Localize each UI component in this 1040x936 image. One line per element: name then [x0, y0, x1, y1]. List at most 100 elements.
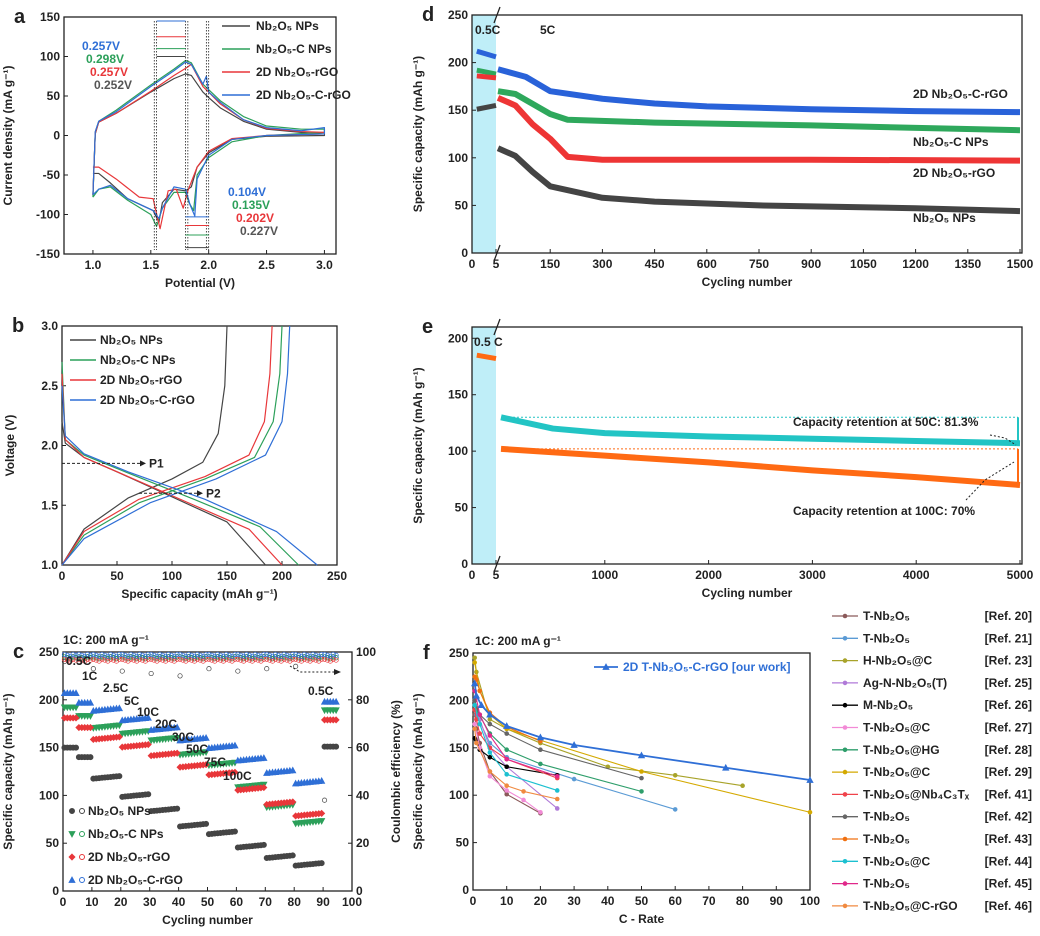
literature-data-point — [504, 788, 510, 793]
legend-reference: [Ref. 21] — [985, 631, 1032, 645]
literature-data-point — [639, 775, 644, 781]
coulombic-efficiency-point — [261, 656, 267, 662]
coulombic-efficiency-point — [223, 654, 229, 660]
legend-marker — [842, 636, 848, 641]
capacity-point — [115, 733, 123, 741]
rate-label: 5C — [124, 694, 140, 708]
legend-marker — [602, 663, 610, 670]
coulombic-efficiency-point — [93, 655, 99, 661]
literature-data-point — [474, 717, 479, 722]
coulombic-efficiency-point — [197, 652, 203, 658]
legend-label: T-Nb₂O₅@C-rGO — [863, 899, 958, 913]
panel-letter: f — [423, 642, 430, 664]
rate-label: 0.5C — [66, 654, 92, 668]
y-tick-label: 250 — [448, 8, 468, 22]
capacity-point — [231, 768, 239, 776]
coulombic-efficiency-point — [177, 651, 183, 657]
peak-separation-label: 0.298V — [86, 52, 124, 66]
y-tick-label: 0 — [461, 246, 468, 260]
coulombic-efficiency-point — [70, 651, 76, 657]
x-tick-label: 1050 — [850, 257, 877, 271]
coulombic-efficiency-point — [243, 654, 250, 660]
literature-data-point — [477, 721, 483, 727]
retention-label: Capacity retention at 100C: 70% — [793, 504, 975, 518]
capacity-point — [333, 743, 340, 750]
coulombic-efficiency-point — [186, 654, 192, 660]
coulombic-efficiency-point — [272, 654, 278, 660]
y-axis-label: Current density (mA g⁻¹) — [1, 66, 15, 206]
legend-label: 2D Nb₂O₅-rGO — [88, 850, 170, 864]
coulombic-efficiency-point — [333, 657, 339, 663]
coulombic-efficiency-point — [194, 656, 200, 662]
panel-letter: b — [12, 315, 24, 337]
coulombic-efficiency-point — [255, 657, 261, 663]
coulombic-efficiency-point — [206, 656, 212, 662]
literature-data-point — [554, 788, 560, 793]
coulombic-efficiency-point — [246, 657, 252, 663]
x-tick-label: 1.0 — [85, 258, 102, 272]
coulombic-efficiency-point — [79, 657, 85, 663]
coulombic-efficiency-point — [301, 656, 307, 662]
coulombic-efficiency-point — [226, 657, 232, 663]
coulombic-efficiency-point — [238, 657, 244, 663]
coulombic-efficiency-point — [137, 654, 143, 660]
coulombic-efficiency-point — [217, 652, 224, 658]
x-axis-label: Specific capacity (mAh g⁻¹) — [121, 587, 277, 601]
y-tick-label: 50 — [47, 89, 61, 103]
annotation-label: P2 — [206, 486, 221, 500]
literature-data-point — [571, 776, 577, 782]
literature-data-point — [472, 660, 477, 665]
y-tick-label: 100 — [448, 151, 468, 165]
x-tick-label: 2000 — [695, 568, 722, 582]
coulombic-efficiency-point — [145, 656, 151, 662]
x-tick-label: 5 — [493, 257, 500, 271]
rate-label: 2.5C — [103, 681, 129, 695]
legend-marker — [842, 702, 848, 708]
coulombic-efficiency-point — [151, 655, 157, 661]
coulombic-efficiency-point — [293, 663, 299, 669]
coulombic-efficiency-point — [293, 651, 299, 657]
coulombic-efficiency-point — [319, 656, 325, 662]
coulombic-efficiency-point — [261, 651, 267, 657]
y2-tick-label: 20 — [356, 836, 370, 850]
coulombic-efficiency-point — [61, 656, 67, 662]
capacity-trace — [496, 95, 1021, 164]
charge-curve — [61, 325, 273, 566]
chart-title: 1C: 200 mA g⁻¹ — [475, 634, 561, 648]
coulombic-efficiency-point — [85, 656, 91, 662]
coulombic-efficiency-point — [255, 655, 261, 661]
x-tick-label: 200 — [272, 569, 292, 583]
coulombic-efficiency-point — [255, 652, 261, 658]
literature-data-point — [554, 806, 560, 811]
coulombic-efficiency-point — [131, 652, 137, 658]
y-tick-label: 150 — [40, 10, 60, 24]
legend-label: Nb₂O₅ NPs — [100, 333, 163, 347]
coulombic-efficiency-point — [90, 654, 96, 660]
coulombic-efficiency-point — [165, 651, 172, 657]
coulombic-efficiency-point — [281, 651, 287, 657]
literature-series-line — [474, 723, 541, 813]
coulombic-efficiency-point — [324, 655, 330, 661]
capacity-point — [86, 698, 95, 706]
coulombic-efficiency-point — [90, 666, 96, 672]
capacity-point — [87, 754, 94, 761]
coulombic-efficiency-point — [180, 652, 186, 658]
coulombic-efficiency-point — [85, 654, 91, 660]
y2-tick-label: 100 — [356, 645, 376, 659]
legend-marker — [842, 836, 848, 842]
rate-label: 5C — [540, 23, 556, 37]
capacity-point — [173, 723, 181, 731]
coulombic-efficiency-point — [102, 655, 108, 661]
coulombic-efficiency-point — [177, 673, 183, 679]
coulombic-efficiency-point — [177, 656, 183, 662]
coulombic-efficiency-point — [310, 654, 316, 660]
coulombic-efficiency-point — [73, 657, 79, 663]
coulombic-efficiency-point — [157, 656, 163, 662]
rate-label: 0.5C — [308, 684, 334, 698]
legend-marker — [68, 831, 76, 838]
literature-data-point — [477, 688, 483, 694]
x-tick-label: 60 — [230, 895, 244, 909]
legend-marker — [68, 876, 76, 883]
capacity-trace — [500, 414, 1021, 447]
coulombic-efficiency-point — [264, 656, 270, 662]
